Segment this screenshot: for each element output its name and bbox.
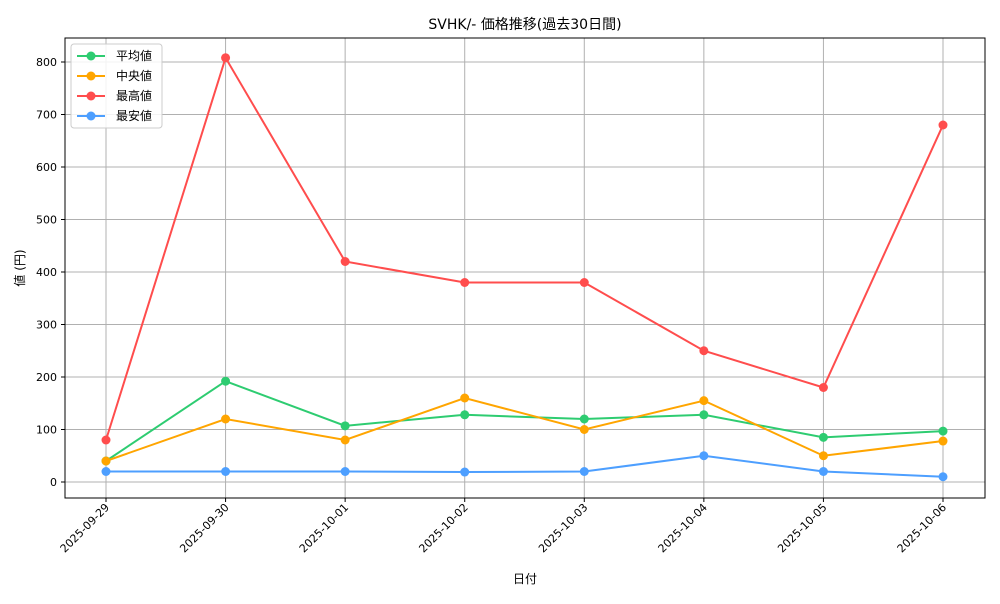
legend-marker <box>86 111 96 121</box>
x-tick-label: 2025-10-02 <box>416 501 470 555</box>
series-line-0 <box>105 380 944 462</box>
data-point <box>579 467 589 476</box>
legend-label: 平均値 <box>116 48 152 63</box>
x-tick-label: 2025-10-03 <box>536 501 590 555</box>
y-tick-label: 200 <box>36 371 57 384</box>
data-point <box>221 376 231 386</box>
data-point <box>699 396 709 406</box>
data-point <box>699 410 709 420</box>
data-point <box>460 393 470 403</box>
legend-marker <box>86 91 96 101</box>
chart-title: SVHK/- 価格推移(過去30日間) <box>428 17 621 33</box>
y-axis-label: 値 (円) <box>12 249 27 286</box>
plot-frame <box>64 37 986 499</box>
y-tick-label: 400 <box>36 266 57 279</box>
data-point <box>579 425 589 434</box>
data-point <box>460 410 470 420</box>
y-tick-label: 500 <box>36 214 57 227</box>
y-tick-label: 600 <box>36 161 57 174</box>
series-line-3 <box>106 454 944 478</box>
data-point <box>818 432 828 442</box>
data-point <box>340 257 350 266</box>
y-tick-label: 300 <box>36 319 57 332</box>
legend-box <box>70 43 163 129</box>
data-point <box>938 472 948 482</box>
data-point <box>699 346 709 356</box>
data-point <box>101 456 111 466</box>
legend-label: 最高値 <box>116 88 152 103</box>
series-line-2 <box>105 55 944 441</box>
x-axis-label: 日付 <box>513 572 537 586</box>
data-point <box>340 435 350 445</box>
data-point <box>221 414 231 424</box>
data-point <box>938 120 948 130</box>
data-point <box>818 383 828 392</box>
x-tick-label: 2025-10-04 <box>656 501 710 555</box>
y-tick-label: 100 <box>36 424 57 437</box>
x-tick-label: 2025-10-05 <box>775 501 829 555</box>
data-point <box>101 435 111 445</box>
legend-marker <box>86 71 96 81</box>
x-tick-label: 2025-10-01 <box>297 501 351 555</box>
x-tick-label: 2025-09-29 <box>58 501 112 555</box>
y-tick-label: 800 <box>36 56 57 69</box>
data-point <box>460 278 470 287</box>
legend-label: 中央値 <box>116 68 152 83</box>
data-point <box>221 467 231 476</box>
data-point <box>818 451 828 461</box>
x-tick-label: 2025-10-06 <box>895 501 949 555</box>
data-point <box>101 467 111 476</box>
y-tick-label: 700 <box>36 109 57 122</box>
data-point <box>938 436 948 446</box>
data-point <box>579 278 589 287</box>
data-point <box>460 467 470 477</box>
data-point <box>938 426 948 436</box>
y-tick-label: 0 <box>50 476 57 489</box>
legend-label: 最安値 <box>116 108 152 123</box>
x-tick-label: 2025-09-30 <box>177 501 231 555</box>
data-point <box>340 421 350 431</box>
data-point <box>221 53 231 63</box>
data-point <box>340 467 350 476</box>
series-line-1 <box>105 396 944 462</box>
legend-marker <box>86 51 96 61</box>
data-point <box>579 414 589 424</box>
data-point <box>818 467 828 476</box>
data-point <box>699 451 709 461</box>
